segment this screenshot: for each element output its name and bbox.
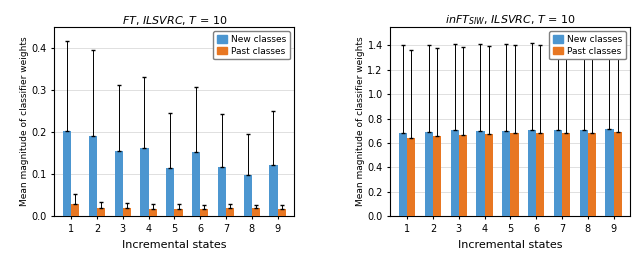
Bar [511,133,518,216]
Bar [71,204,79,216]
Bar [278,209,286,216]
Legend: New classes, Past classes: New classes, Past classes [213,31,290,59]
Bar [476,131,484,216]
Bar [63,131,71,216]
Bar [614,132,622,216]
Bar [226,208,234,216]
Bar [269,165,278,216]
Title: $FT$, $ILSVRC$, $T$ = 10: $FT$, $ILSVRC$, $T$ = 10 [122,14,227,27]
Bar [502,131,511,216]
Bar [140,148,148,216]
Bar [148,209,157,216]
Bar [192,152,200,216]
Bar [605,129,614,216]
Legend: New classes, Past classes: New classes, Past classes [549,31,626,59]
Bar [425,132,433,216]
Bar [580,130,588,216]
Bar [536,133,545,216]
Bar [399,133,407,216]
Bar [89,136,97,216]
Bar [433,136,441,216]
Bar [562,133,570,216]
Bar [451,130,459,216]
Bar [244,175,252,216]
Bar [528,130,536,216]
Bar [484,134,493,216]
X-axis label: Incremental states: Incremental states [122,240,227,250]
Bar [123,208,131,216]
Bar [115,151,123,216]
Bar [252,208,260,216]
Y-axis label: Mean magnitude of classifier weights: Mean magnitude of classifier weights [20,37,29,206]
Bar [174,209,182,216]
X-axis label: Incremental states: Incremental states [458,240,563,250]
Bar [97,208,105,216]
Bar [200,209,209,216]
Bar [459,135,467,216]
Bar [166,168,174,216]
Bar [554,130,562,216]
Bar [218,167,226,216]
Bar [407,138,415,216]
Bar [588,133,596,216]
Y-axis label: Mean magnitude of classifier weights: Mean magnitude of classifier weights [356,37,365,206]
Title: $inFT_{SIW}$, $ILSVRC$, $T$ = 10: $inFT_{SIW}$, $ILSVRC$, $T$ = 10 [445,13,576,27]
